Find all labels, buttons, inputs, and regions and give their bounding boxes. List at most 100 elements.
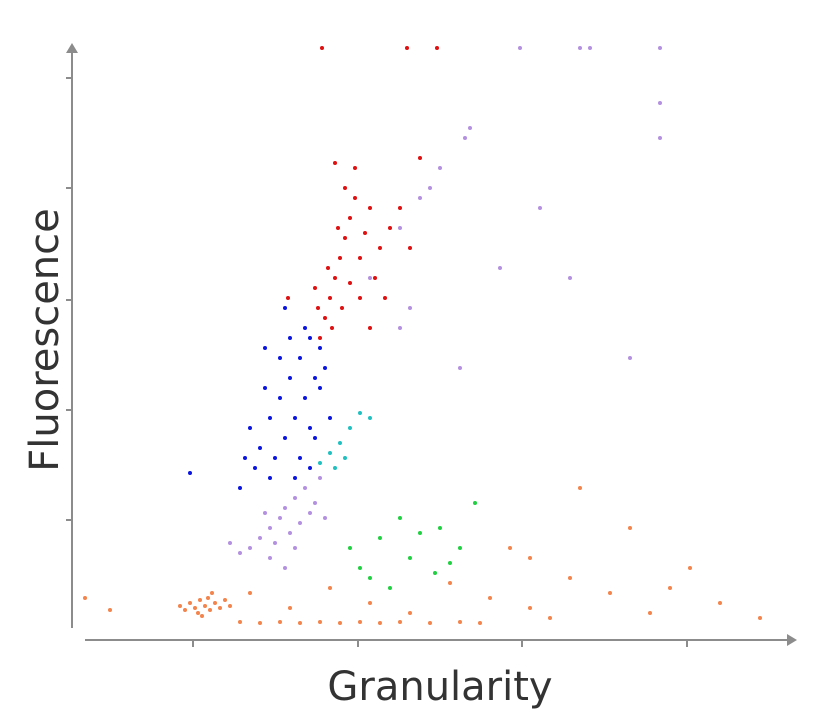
data-point [373,276,377,280]
data-point [343,186,347,190]
data-point [188,471,192,475]
data-point [578,486,582,490]
y-axis-title: Fluorescence [22,208,68,472]
data-point [588,46,592,50]
data-point [268,526,272,530]
data-point [338,441,342,445]
data-point [328,416,332,420]
data-point [338,256,342,260]
data-point [200,614,204,618]
y-axis-arrow [66,43,78,53]
data-point [286,296,290,300]
data-point [320,46,324,50]
data-point [608,591,612,595]
data-point [333,466,337,470]
data-point [268,476,272,480]
data-point [348,216,352,220]
data-point [293,476,297,480]
data-point [628,526,632,530]
data-point [263,511,267,515]
data-point [388,226,392,230]
data-point [313,376,317,380]
data-point [688,566,692,570]
data-point [508,546,512,550]
data-point [273,456,277,460]
data-point [288,606,292,610]
data-point [203,604,207,608]
data-point [518,46,522,50]
data-point [238,486,242,490]
x-axis-title: Granularity [327,664,552,710]
data-point [388,586,392,590]
data-point [398,206,402,210]
data-point [298,621,302,625]
data-point [293,416,297,420]
data-point [358,256,362,260]
data-point [83,596,87,600]
data-point [478,621,482,625]
data-point [338,621,342,625]
data-point [368,416,372,420]
data-point [348,426,352,430]
data-point [283,306,287,310]
data-point [318,620,322,624]
data-point [318,476,322,480]
data-point [438,166,442,170]
data-point [333,161,337,165]
data-point [398,516,402,520]
data-point [273,541,277,545]
data-point [368,576,372,580]
data-point [288,531,292,535]
data-point [303,326,307,330]
data-point [178,604,182,608]
data-point [248,426,252,430]
data-point [328,586,332,590]
data-point [405,46,409,50]
data-point [398,620,402,624]
data-point [263,386,267,390]
data-point [463,136,467,140]
data-point [283,436,287,440]
data-point [238,551,242,555]
data-point [318,336,322,340]
data-point [278,396,282,400]
data-point [353,196,357,200]
data-point [316,306,320,310]
data-point [418,531,422,535]
data-point [458,546,462,550]
data-point [433,571,437,575]
data-point [358,620,362,624]
data-point [313,501,317,505]
data-point [343,456,347,460]
data-point [358,566,362,570]
data-point [418,196,422,200]
data-point [488,596,492,600]
data-point [378,621,382,625]
data-point [323,516,327,520]
data-point [308,511,312,515]
data-point [435,46,439,50]
data-point [648,611,652,615]
data-point [658,136,662,140]
data-point [408,246,412,250]
data-point [298,356,302,360]
data-point [303,396,307,400]
data-point [340,306,344,310]
data-point [248,591,252,595]
data-point [283,566,287,570]
data-point [378,536,382,540]
data-point [206,596,210,600]
data-point [528,556,532,560]
data-point [268,556,272,560]
data-point [318,346,322,350]
data-point [333,276,337,280]
data-point [238,620,242,624]
data-point [258,446,262,450]
data-point [263,346,267,350]
data-point [328,451,332,455]
data-point [658,46,662,50]
data-point [253,466,257,470]
data-point [368,276,372,280]
data-point [210,591,214,595]
data-point [458,366,462,370]
